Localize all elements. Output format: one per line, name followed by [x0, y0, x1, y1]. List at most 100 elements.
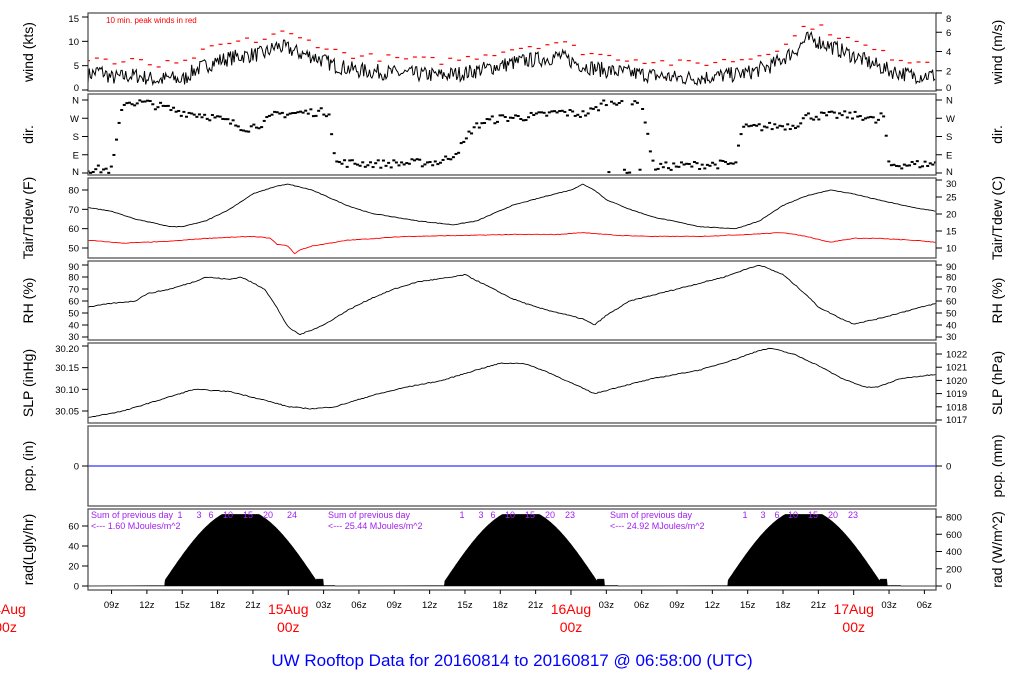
direction-point: [654, 168, 658, 171]
panel-wind: 10 min. peak winds in red 0 5 10 15 0 2 4 6 8 wind…: [20, 12, 1005, 94]
direction-point: [260, 126, 264, 129]
direction-point: [89, 171, 93, 174]
tair-line: [88, 183, 936, 230]
direction-point: [146, 99, 150, 102]
direction-point: [524, 119, 528, 122]
direction-point: [306, 112, 310, 115]
direction-point: [576, 113, 580, 116]
panel-pcp: 0 0 pcp. (in) pcp. (mm): [20, 425, 1005, 507]
direction-point: [490, 115, 494, 118]
direction-point: [376, 159, 380, 162]
right-axis-label: rad (W/m^2): [989, 511, 1005, 588]
right-tick-label: 30: [946, 332, 957, 343]
direction-point: [501, 114, 505, 117]
direction-point: [876, 118, 880, 121]
direction-point: [643, 121, 647, 124]
direction-point: [324, 115, 328, 118]
direction-point: [804, 114, 808, 117]
direction-point: [159, 101, 163, 104]
direction-point: [705, 163, 709, 166]
day-date-label: 14Aug: [0, 601, 26, 617]
direction-point: [685, 162, 689, 165]
left-tick-label: N: [72, 167, 79, 178]
direction-point: [254, 126, 258, 129]
direction-point: [286, 113, 290, 116]
right-axis-label: Tair/Tdew (C): [989, 176, 1005, 260]
sun-hour-label: 20: [828, 510, 838, 520]
direction-point: [630, 103, 634, 106]
rh-line: [88, 265, 936, 336]
hour-label: 15z: [740, 600, 756, 611]
direction-point: [511, 116, 515, 119]
direction-point: [721, 159, 725, 162]
radiation-sum-value: <--- 25.44 MJoules/m^2: [328, 521, 423, 531]
direction-point: [267, 114, 271, 117]
direction-point: [612, 102, 616, 105]
left-tick-label: 50: [68, 309, 79, 320]
direction-point: [832, 111, 836, 114]
direction-point: [928, 162, 932, 165]
right-tick-label: 1022: [946, 350, 967, 361]
right-tick-label: 60: [946, 297, 957, 308]
direction-point: [288, 112, 292, 115]
direction-point: [825, 114, 829, 117]
hour-label: 12z: [422, 600, 438, 611]
right-tick-label: 40: [946, 321, 957, 332]
direction-point: [127, 101, 131, 104]
direction-point: [431, 164, 435, 167]
direction-point: [882, 115, 886, 118]
direction-point: [102, 168, 106, 171]
right-tick-label: 90: [946, 262, 957, 273]
right-axis-label: dir.: [989, 125, 1005, 144]
direction-point: [835, 116, 839, 119]
direction-point: [337, 161, 341, 164]
direction-point: [374, 162, 378, 165]
sun-hour-label: 15: [525, 510, 535, 520]
direction-point: [480, 122, 484, 125]
direction-point: [931, 163, 935, 166]
direction-point: [755, 124, 759, 127]
direction-point: [633, 100, 637, 103]
direction-point: [672, 162, 676, 165]
plot-area-temp: [88, 183, 936, 255]
left-tick-label: 40: [68, 321, 79, 332]
day-time-label: 00z: [0, 619, 17, 635]
direction-point: [135, 102, 139, 105]
direction-point: [174, 110, 178, 113]
direction-point: [861, 118, 865, 121]
direction-point: [801, 117, 805, 120]
direction-point: [610, 100, 614, 103]
direction-point: [892, 163, 896, 166]
direction-point: [555, 111, 559, 114]
direction-point: [578, 115, 582, 118]
direction-point: [845, 116, 849, 119]
day-time-label: 00z: [560, 619, 583, 635]
direction-point: [866, 116, 870, 119]
direction-point: [628, 171, 632, 174]
left-tick-label: 70: [68, 285, 79, 296]
direction-point: [926, 164, 930, 167]
left-tick-label: N: [72, 96, 79, 107]
left-tick-label: 60: [68, 297, 79, 308]
direction-point: [913, 163, 917, 166]
right-tick-label: N: [946, 96, 953, 107]
right-tick-label: 1018: [946, 402, 967, 413]
direction-point: [444, 155, 448, 158]
right-tick-label: 200: [946, 564, 962, 575]
right-tick-label: 20: [946, 210, 957, 221]
direction-point: [819, 111, 823, 114]
direction-point: [156, 106, 160, 109]
right-tick-label: S: [946, 132, 952, 143]
direction-point: [291, 112, 295, 115]
panel-frame: [87, 177, 937, 259]
sun-hour-label: 20: [545, 510, 555, 520]
direction-point: [265, 116, 269, 119]
right-tick-label: 1019: [946, 389, 967, 400]
left-tick-label: 20: [68, 562, 79, 573]
direction-point: [140, 100, 144, 103]
direction-point: [552, 110, 556, 113]
direction-point: [604, 104, 608, 107]
direction-point: [270, 113, 274, 116]
direction-point: [433, 160, 437, 163]
direction-point: [425, 161, 429, 164]
